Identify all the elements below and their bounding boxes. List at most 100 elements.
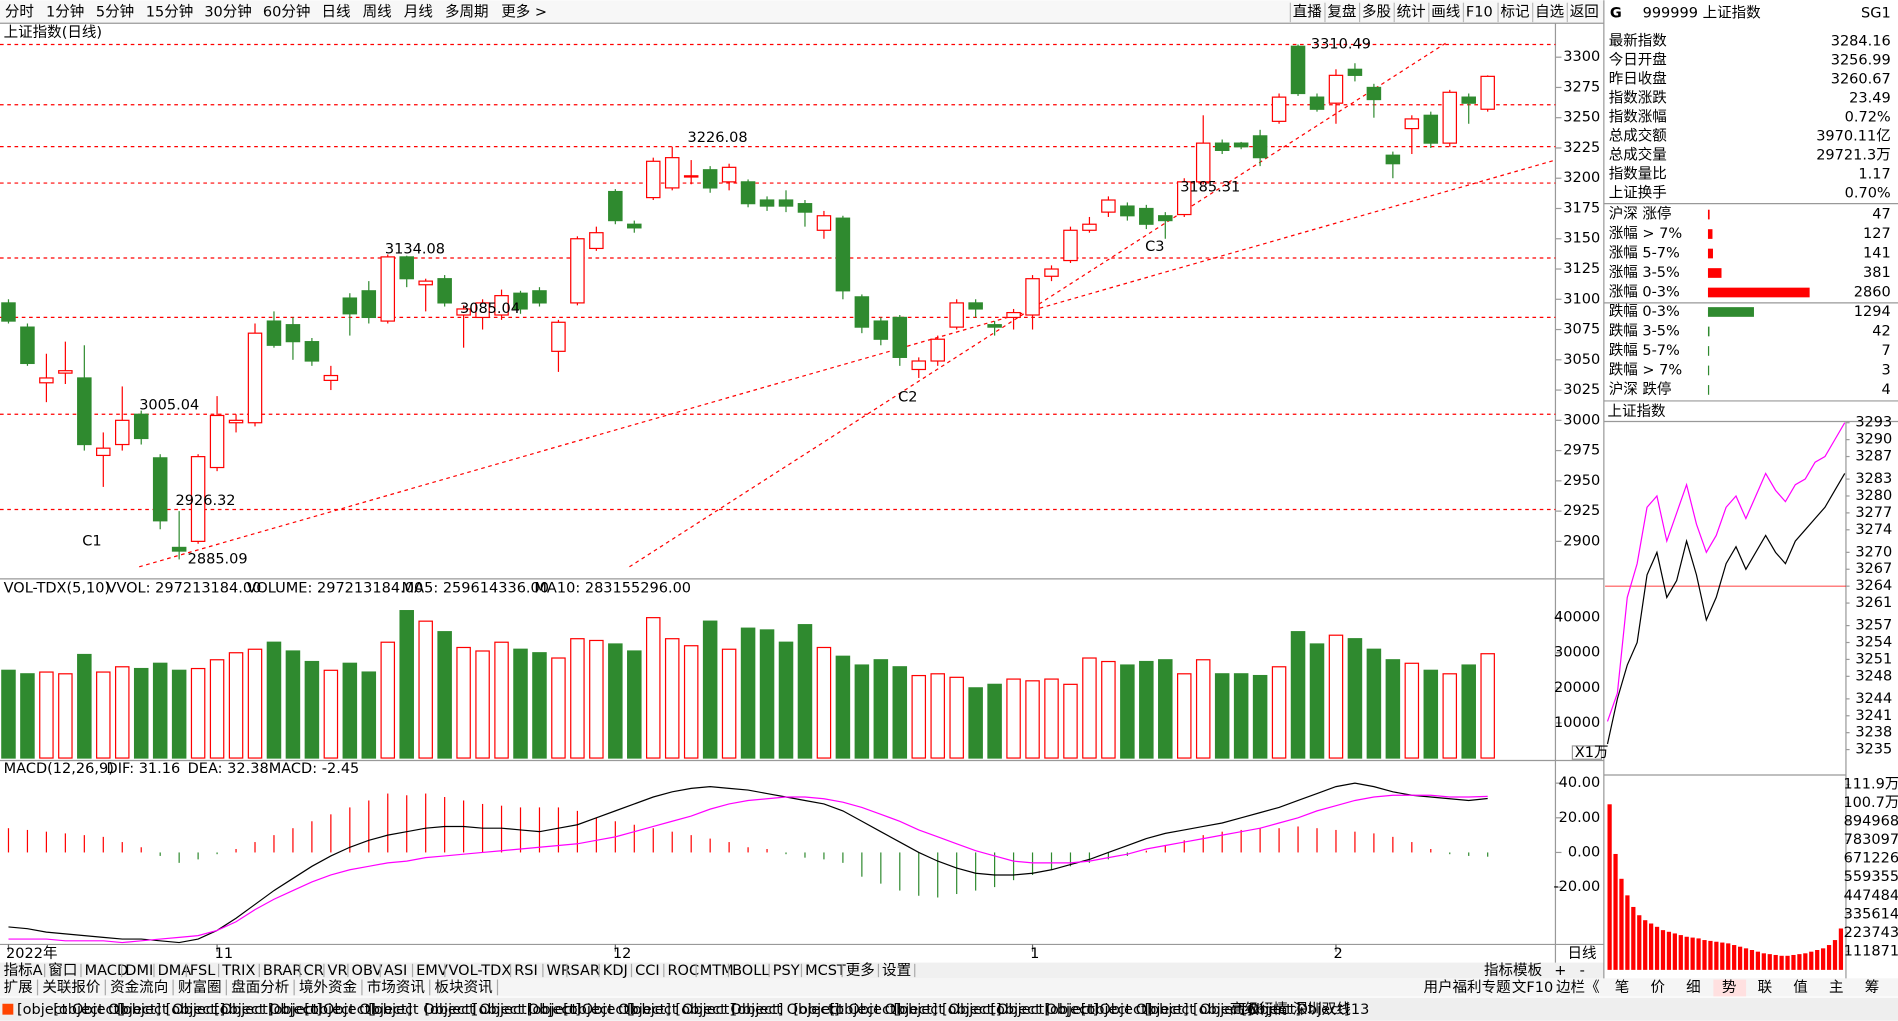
candle-body [1328,74,1344,104]
sidebar-link[interactable]: 文F10 [1512,979,1553,996]
y-tick-label: 3267 [1855,561,1892,577]
tool-button[interactable]: 返回 [1570,3,1599,20]
indicator-tab[interactable]: OBV [352,963,383,979]
indicator-tab[interactable]: EMV [416,963,448,979]
breadth-label: 跌幅 0-3% [1609,303,1680,320]
tool-button[interactable]: 画线 [1431,3,1460,20]
indicator-tab[interactable]: 更多 [846,962,875,979]
period-tab[interactable]: 分时 [5,3,34,20]
period-tab[interactable]: 更多 > [501,3,547,20]
y-tick-label: 40.00 [1559,775,1601,791]
right-tab[interactable]: 值 [1793,979,1808,996]
tool-button[interactable]: 直播 [1293,3,1323,20]
right-tab[interactable]: 筹 [1865,979,1880,996]
indicator-tab[interactable]: FSL [190,963,216,979]
tool-button[interactable]: F10 [1466,4,1493,20]
indicator-tab[interactable]: VOL-TDX [448,963,511,979]
tool-button[interactable]: 自选 [1535,3,1565,20]
candle-body [494,295,509,316]
indicator-tab[interactable]: BOLL [732,963,770,979]
indicator-tab[interactable]: KDJ [603,963,628,979]
intraday-volume [1803,953,1808,970]
tool-button[interactable]: 标记 [1500,3,1529,20]
volume-bar [1366,648,1382,759]
quote-value: 29721.3万 [1816,147,1891,163]
indicator-tab[interactable]: 窗口 [48,961,77,979]
indicator-tab[interactable]: ROC [667,963,699,979]
period-tab[interactable]: 1分钟 [46,3,84,20]
breadth-label: 涨幅 5-7% [1609,245,1680,262]
indicator-tab[interactable]: DMA [158,963,192,979]
period-tab[interactable]: 5分钟 [96,3,134,20]
indicator-tab[interactable]: MTM [700,963,734,979]
y-tick-label: 3225 [1563,140,1600,156]
indicator-tab[interactable]: MCST [805,963,846,979]
tool-button[interactable]: 统计 [1397,3,1426,20]
volume-bar [456,646,471,759]
indicator-tab[interactable]: PSY [773,963,800,979]
y-tick-label: 3241 [1855,708,1892,724]
template-tab[interactable]: 指标模板 [1484,961,1543,979]
status-item: [object Object] [942,1002,1050,1018]
info-tab[interactable]: 关联报价 [42,979,101,996]
candle-body [1347,68,1363,76]
indicator-tab[interactable]: DMI [125,963,153,979]
indicator-tab[interactable]: VR [328,963,348,979]
info-tab[interactable]: 板块资讯 [435,978,494,996]
period-tab[interactable]: 30分钟 [204,3,252,20]
y-tick-label: 100.7万 [1843,795,1898,811]
info-tab[interactable]: 境外资金 [299,978,358,996]
trend-line [629,42,1447,568]
right-tab[interactable]: 联 [1758,979,1773,996]
candle-body [39,377,54,384]
info-tab[interactable]: 财富圈 [178,978,222,996]
indicator-tab[interactable]: BRAR [263,963,302,979]
quote-value: 0.70% [1845,185,1891,201]
period-tab[interactable]: 15分钟 [146,3,194,20]
intraday-volume [1815,950,1820,970]
period-tab[interactable]: 日线 [321,3,350,20]
indicator-tab[interactable]: MACD [85,963,129,979]
candle-body [209,414,225,469]
period-tab[interactable]: 60分钟 [263,3,311,20]
right-tab[interactable]: 势 [1722,979,1737,996]
indicator-tab[interactable]: SAR [570,963,600,979]
indicator-tab[interactable]: 设置 [882,962,911,979]
tool-button[interactable]: 多股 [1362,3,1391,20]
info-tab[interactable]: 扩展 [4,979,33,996]
volume-bar [342,662,358,759]
period-tab[interactable]: 月线 [404,3,433,20]
template-tab[interactable]: + [1554,963,1566,979]
indicator-tab[interactable]: CR [304,963,324,979]
sidebar-link[interactable]: 边栏《 [1556,979,1600,996]
candle-body [20,326,35,365]
status-item: [object Object] [990,1002,1098,1018]
indicator-tab[interactable]: WR [547,963,571,979]
template-tab[interactable]: - [1580,963,1585,979]
candle-body [323,374,339,381]
y-tick-label: 3287 [1855,449,1892,465]
y-tick-label: 3261 [1855,595,1892,611]
right-tab[interactable]: 笔 [1615,979,1630,996]
volume-bar [494,641,509,759]
candle-body [1366,86,1382,101]
right-tab[interactable]: 主 [1829,979,1844,996]
quote-value: 0.72% [1845,109,1891,125]
indicator-tab[interactable]: ASI [384,963,407,979]
info-tab[interactable]: 盘面分析 [231,978,289,996]
right-tab[interactable]: 细 [1686,979,1701,996]
volume-bar [854,664,870,759]
right-tab[interactable]: 价 [1650,980,1665,996]
candle-body [361,290,377,319]
indicator-tab[interactable]: CCI [635,963,660,979]
indicator-tab[interactable]: TRIX [221,963,255,979]
indicator-tab[interactable]: 指标A [4,962,43,979]
indicator-tab[interactable]: RSI [514,963,538,979]
period-tab[interactable]: 多周期 [445,3,489,20]
period-tab[interactable]: 周线 [363,3,392,20]
tool-button[interactable]: 复盘 [1327,2,1356,20]
info-tab[interactable]: 市场资讯 [367,979,426,996]
info-tab[interactable]: 资金流向 [110,979,168,996]
breadth-label: 跌幅 5-7% [1609,342,1680,359]
sidebar-link[interactable]: 用户福利专题 [1423,979,1510,996]
